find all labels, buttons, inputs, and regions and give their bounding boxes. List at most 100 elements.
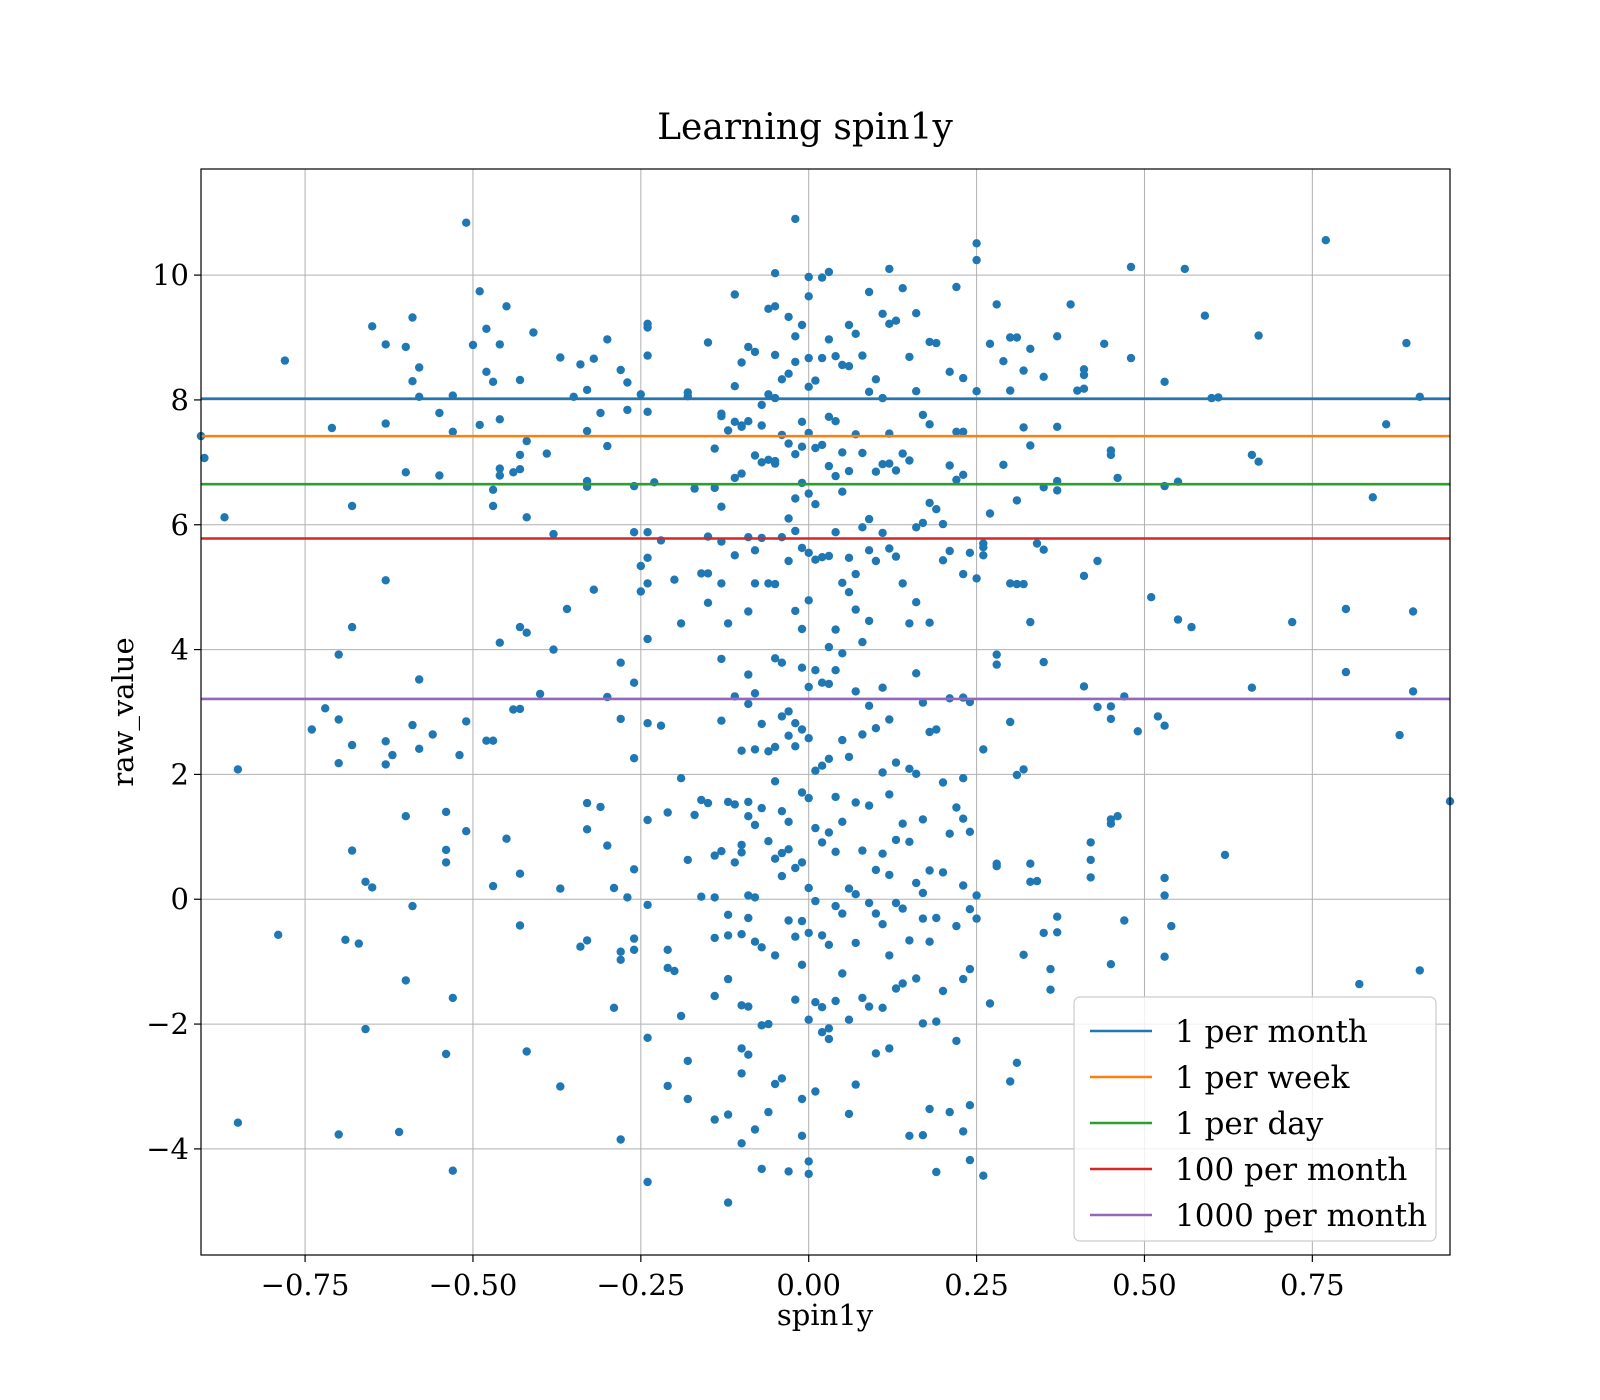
scatter-point <box>764 1019 773 1029</box>
scatter-point <box>824 1024 834 1033</box>
scatter-point <box>925 618 934 627</box>
scatter-point <box>770 302 780 311</box>
x-ticks: −0.75 −0.50 −0.25 0.00 0.25 0.50 0.75 <box>261 1255 1345 1302</box>
scatter-point <box>824 335 834 344</box>
scatter-point <box>885 715 894 724</box>
scatter-point <box>233 1118 243 1127</box>
scatter-point <box>750 689 760 698</box>
scatter-point <box>408 901 417 911</box>
scatter-point <box>582 936 592 945</box>
scatter-point <box>764 579 773 588</box>
legend-label: 1 per day <box>1175 1106 1324 1142</box>
scatter-point <box>838 969 847 978</box>
scatter-point <box>670 575 679 584</box>
scatter-point <box>831 901 840 911</box>
scatter-point <box>609 883 619 893</box>
x-tick-label: 0.00 <box>776 1268 841 1302</box>
scatter-point <box>750 745 760 754</box>
scatter-point <box>750 451 760 460</box>
scatter-point <box>912 598 921 607</box>
scatter-point <box>784 845 793 854</box>
scatter-point <box>1086 873 1095 882</box>
x-tick-label: −0.50 <box>429 1268 518 1302</box>
scatter-point <box>663 945 672 954</box>
x-tick-label: 0.25 <box>944 1268 1009 1302</box>
scatter-point <box>804 793 813 803</box>
scatter-point <box>851 687 860 696</box>
scatter-point <box>509 468 518 477</box>
scatter-point <box>1167 921 1176 931</box>
scatter-point <box>381 340 390 349</box>
scatter-point <box>1053 422 1062 431</box>
scatter-point <box>1415 966 1425 975</box>
scatter-point <box>1147 593 1156 602</box>
scatter-point <box>737 422 746 431</box>
scatter-point <box>891 898 901 908</box>
scatter-point <box>844 588 854 597</box>
scatter-point <box>770 777 780 786</box>
scatter-point <box>817 931 827 940</box>
scatter-point <box>1173 615 1183 624</box>
scatter-point <box>723 426 733 435</box>
scatter-point <box>797 725 807 734</box>
scatter-point <box>582 825 592 834</box>
scatter-point <box>441 845 451 855</box>
scatter-point <box>643 815 652 825</box>
scatter-point <box>918 518 928 528</box>
scatter-point <box>737 1069 746 1078</box>
scatter-point <box>643 319 652 328</box>
scatter-point <box>791 214 800 224</box>
scatter-point <box>582 426 592 436</box>
legend-box <box>1073 996 1437 1242</box>
scatter-point <box>791 719 800 728</box>
scatter-point <box>1079 384 1089 393</box>
scatter-point <box>905 764 914 773</box>
scatter-point <box>643 351 652 360</box>
scatter-point <box>811 766 820 775</box>
scatter-point <box>905 837 914 846</box>
scatter-point <box>784 707 793 716</box>
scatter-point <box>280 356 290 365</box>
scatter-point <box>744 913 753 923</box>
scatter-point <box>791 494 800 503</box>
scatter-point <box>1012 333 1022 342</box>
scatter-point <box>878 460 887 469</box>
scatter-point <box>817 273 827 282</box>
scatter-point <box>737 469 746 478</box>
scatter-point <box>1006 579 1015 588</box>
scatter-point <box>1247 683 1257 692</box>
scatter-point <box>831 996 840 1006</box>
scatter-point <box>448 427 457 436</box>
scatter-point <box>804 353 813 363</box>
scatter-point <box>495 471 504 480</box>
scatter-point <box>831 792 840 802</box>
scatter-point <box>663 1081 672 1091</box>
scatter-point <box>871 556 881 566</box>
scatter-point <box>824 267 834 277</box>
scatter-point <box>321 704 330 713</box>
scatter-point <box>488 881 498 891</box>
scatter-point <box>824 1034 834 1044</box>
scatter-point <box>717 654 726 664</box>
scatter-point <box>932 1017 941 1026</box>
scatter-point <box>616 658 625 667</box>
scatter-point <box>925 937 934 946</box>
scatter-point <box>912 387 921 396</box>
x-tick-label: −0.75 <box>261 1268 350 1302</box>
scatter-point <box>723 1110 733 1119</box>
scatter-point <box>972 239 981 248</box>
scatter-point <box>952 803 961 812</box>
scatter-point <box>791 526 800 536</box>
scatter-point <box>905 936 914 945</box>
scatter-point <box>757 803 766 813</box>
scatter-point <box>744 417 753 426</box>
scatter-point <box>784 916 793 925</box>
scatter-point <box>838 817 847 826</box>
scatter-point <box>784 556 793 566</box>
scatter-point <box>871 724 881 733</box>
x-tick-label: 0.75 <box>1280 1268 1345 1302</box>
scatter-point <box>468 340 478 350</box>
scatter-point <box>1408 687 1418 696</box>
scatter-point <box>918 914 928 923</box>
scatter-point <box>811 666 820 675</box>
